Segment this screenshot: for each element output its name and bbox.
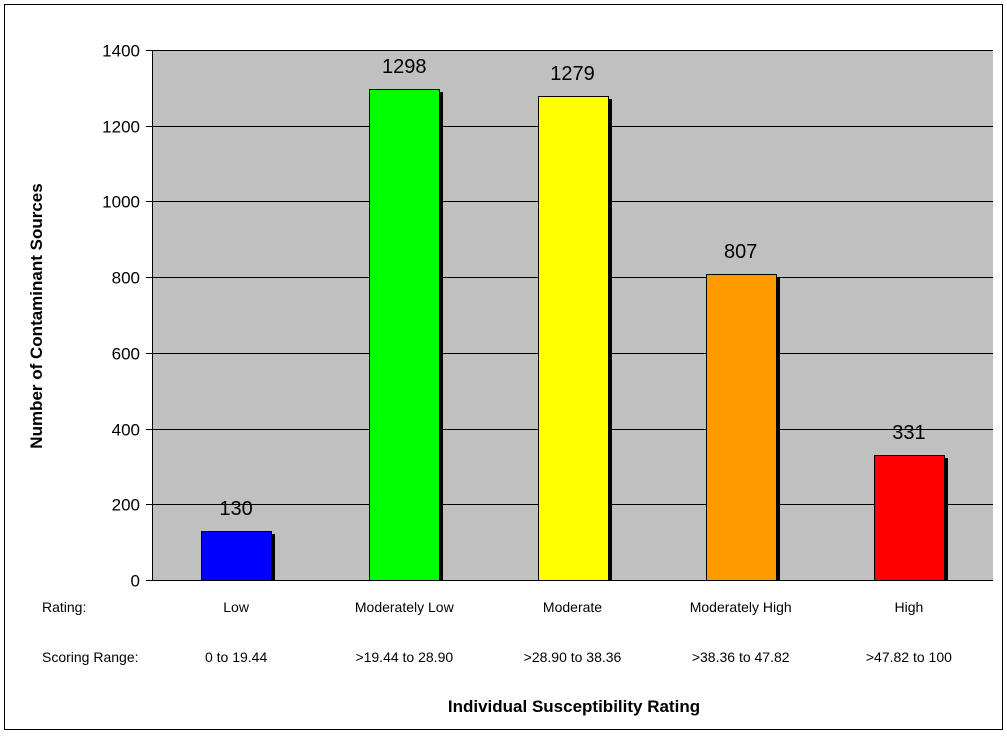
category-label: Low — [223, 599, 250, 615]
bar-value-label: 1298 — [382, 56, 427, 78]
bar-value-label: 331 — [892, 422, 925, 444]
rating-row-label: Rating: — [42, 599, 86, 615]
y-tick-label: 1400 — [102, 42, 140, 61]
x-axis-title: Individual Susceptibility Rating — [448, 697, 700, 716]
scoring-range-label: >19.44 to 28.90 — [355, 649, 453, 665]
category-label: Moderately Low — [355, 599, 455, 615]
bar — [201, 531, 272, 581]
y-tick-label: 800 — [112, 269, 140, 288]
bar — [538, 96, 609, 581]
scoring-range-label: >47.82 to 100 — [866, 649, 952, 665]
scoring-range-row-label: Scoring Range: — [42, 649, 139, 665]
y-tick-label: 0 — [131, 572, 140, 591]
category-label: Moderate — [543, 599, 602, 615]
scoring-range-label: >28.90 to 38.36 — [524, 649, 622, 665]
data-labels: 130 1298 1279 807 331 — [219, 56, 925, 520]
scoring-range-label: 0 to 19.44 — [205, 649, 267, 665]
category-label: High — [895, 599, 924, 615]
scoring-range-label: >38.36 to 47.82 — [692, 649, 790, 665]
bar-value-label: 807 — [724, 241, 757, 263]
bar — [369, 89, 440, 581]
y-tick-label: 200 — [112, 496, 140, 515]
y-axis-title: Number of Contaminant Sources — [27, 183, 46, 448]
y-tick-label: 1000 — [102, 193, 140, 212]
category-label: Moderately High — [690, 599, 792, 615]
y-tick-label: 400 — [112, 421, 140, 440]
bar — [874, 455, 945, 581]
bar — [706, 274, 777, 581]
y-tick-labels: 0 200 400 600 800 1000 1200 1400 — [102, 42, 140, 591]
bar-value-label: 130 — [219, 498, 252, 520]
axes — [146, 50, 993, 581]
bars — [201, 89, 948, 581]
y-tick-label: 600 — [112, 345, 140, 364]
category-labels: Low Moderately Low Moderate Moderately High… — [223, 599, 923, 615]
y-tick-label: 1200 — [102, 118, 140, 137]
scoring-range-labels: 0 to 19.44 >19.44 to 28.90 >28.90 to 38.36… — [205, 649, 952, 665]
bar-value-label: 1279 — [550, 63, 595, 85]
